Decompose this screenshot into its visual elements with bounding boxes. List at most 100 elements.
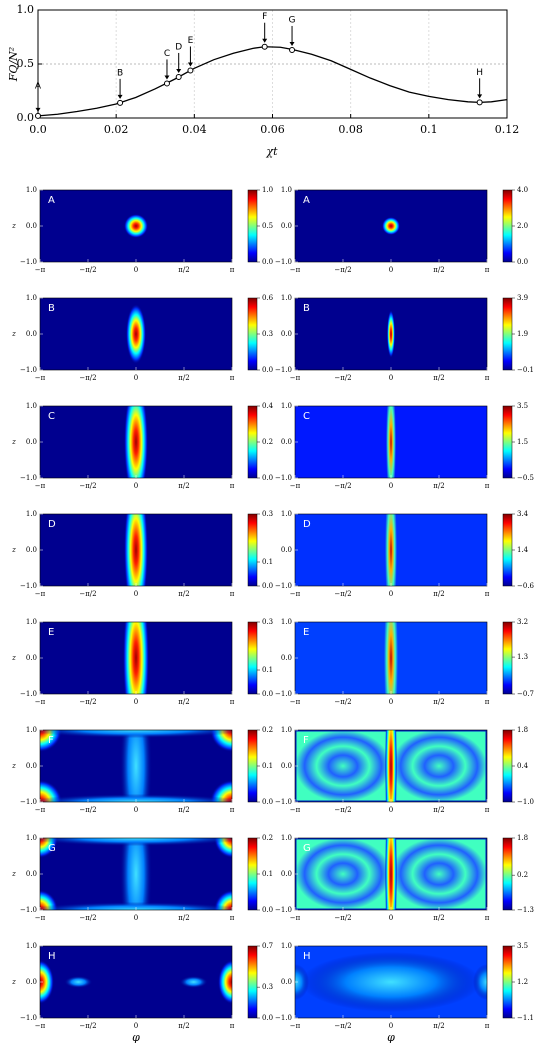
x-tick-label: 0 — [389, 806, 393, 814]
y-tick-label: 0.0 — [26, 330, 37, 338]
x-tick-label: −π — [35, 698, 46, 706]
x-tick-label: π — [230, 806, 235, 814]
y-tick-label: 0.0 — [281, 222, 292, 230]
marker — [289, 46, 296, 53]
marker — [117, 99, 124, 106]
heatmap-feature — [40, 960, 54, 1004]
marker — [187, 67, 194, 74]
colorbar — [247, 837, 258, 911]
colorbar-tick-label: 0.1 — [262, 762, 273, 770]
heatmap-feature — [382, 217, 400, 235]
ring-pattern — [295, 838, 391, 910]
y-axis-label: z — [11, 438, 16, 446]
y-tick-label: 0.0 — [281, 330, 292, 338]
colorbar — [502, 405, 513, 479]
y-tick-label: 0.0 — [281, 654, 292, 662]
colorbar-tick-label: 0.0 — [262, 906, 273, 914]
annotation-label: F — [262, 12, 267, 22]
colorbar-tick-label: 0.3 — [262, 618, 273, 626]
heatmap-feature — [218, 960, 232, 1004]
y-tick-label: 1.0 — [281, 834, 292, 842]
y-tick-label: 0.0 — [26, 654, 37, 662]
x-tick-label: π — [485, 590, 490, 598]
heatmap-feature — [124, 214, 148, 238]
heatmap-feature — [124, 406, 148, 478]
x-tick-label: π — [485, 266, 490, 274]
y-tick-label: 1.0 — [26, 618, 37, 626]
x-tick-label: π/2 — [433, 374, 444, 382]
x-axis-label: φ — [387, 1031, 395, 1043]
panel-label: B — [48, 303, 55, 314]
y-tick-label: 1.0 — [26, 294, 37, 302]
colorbar — [247, 513, 258, 587]
x-tick-label: −π — [290, 1022, 301, 1030]
y-tick-label: −1.0 — [275, 258, 292, 266]
x-tick-label: 0 — [134, 482, 138, 490]
colorbar — [502, 189, 513, 263]
y-tick-label: 1.0 — [26, 510, 37, 518]
heatmap-feature — [385, 514, 397, 586]
colorbar-tick-label: 0.2 — [517, 871, 528, 879]
x-tick-label: 0 — [134, 1022, 138, 1030]
marker — [261, 43, 268, 50]
y-tick-label: −1.0 — [275, 366, 292, 374]
heatmap — [295, 622, 487, 694]
curve — [37, 46, 508, 117]
y-tick-label: −1.0 — [275, 582, 292, 590]
y-tick-label: 1.0 — [26, 186, 37, 194]
y-tick-label: 0.0 — [26, 762, 37, 770]
x-tick-label: −π — [290, 914, 301, 922]
panel-label: G — [303, 843, 311, 854]
x-tick-label: π — [485, 374, 490, 382]
heatmap — [295, 406, 487, 478]
colorbar-tick-label: 0.3 — [262, 983, 273, 991]
y-tick-label: 0.0 — [281, 438, 292, 446]
x-tick-label: 0 — [389, 266, 393, 274]
x-tick-label: 0 — [389, 590, 393, 598]
x-tick-label: π — [230, 374, 235, 382]
y-tick-label: 0.0 — [26, 222, 37, 230]
colorbar-tick-label: −0.6 — [517, 582, 535, 590]
x-tick-label: 0 — [134, 698, 138, 706]
x-tick-label: −π/2 — [79, 806, 96, 814]
colorbar-tick-label: −1.1 — [517, 1014, 534, 1022]
y-tick-label: −1.0 — [20, 798, 37, 806]
x-tick-label: 0 — [134, 266, 138, 274]
y-tick-label: 1.0 — [281, 510, 292, 518]
x-tick-label: −π — [290, 482, 301, 490]
heatmap-feature — [387, 310, 395, 358]
heatmap-feature — [126, 304, 146, 364]
panel-label: F — [48, 735, 54, 746]
heatmap — [295, 838, 487, 910]
x-tick-label: −π/2 — [79, 590, 96, 598]
x-tick-label: π — [230, 266, 235, 274]
colorbar-tick-label: 0.4 — [517, 762, 529, 770]
x-tick-label: −π/2 — [334, 266, 351, 274]
arrow-head — [262, 38, 268, 43]
x-tick-label: π/2 — [178, 266, 189, 274]
heatmap-feature — [384, 622, 398, 694]
colorbar-tick-label: 0.4 — [262, 402, 274, 410]
arrow-head — [176, 68, 182, 73]
colorbar-tick-label: −0.7 — [517, 690, 534, 698]
colorbar — [247, 729, 258, 803]
y-tick-label: 1.0 — [281, 402, 292, 410]
x-tick-label: 0.02 — [104, 123, 129, 136]
x-tick-label: −π/2 — [79, 482, 96, 490]
x-tick-label: −π — [35, 374, 46, 382]
heatmap — [40, 298, 232, 370]
x-tick-label: −π — [35, 482, 46, 490]
colorbar-tick-label: 1.5 — [517, 438, 528, 446]
x-tick-label: −π/2 — [79, 698, 96, 706]
y-tick-label: −1.0 — [275, 690, 292, 698]
heatmap-feature — [385, 838, 397, 910]
x-tick-label: 0.06 — [260, 123, 285, 136]
heatmap — [40, 946, 232, 1018]
x-axis-label: χt — [265, 145, 278, 158]
y-tick-label: 0.0 — [26, 978, 37, 986]
x-tick-label: π/2 — [433, 590, 444, 598]
panel-label: C — [303, 411, 310, 422]
colorbar-tick-label: −0.1 — [517, 366, 534, 374]
colorbar-tick-label: 1.9 — [517, 330, 528, 338]
x-tick-label: π/2 — [433, 1022, 444, 1030]
